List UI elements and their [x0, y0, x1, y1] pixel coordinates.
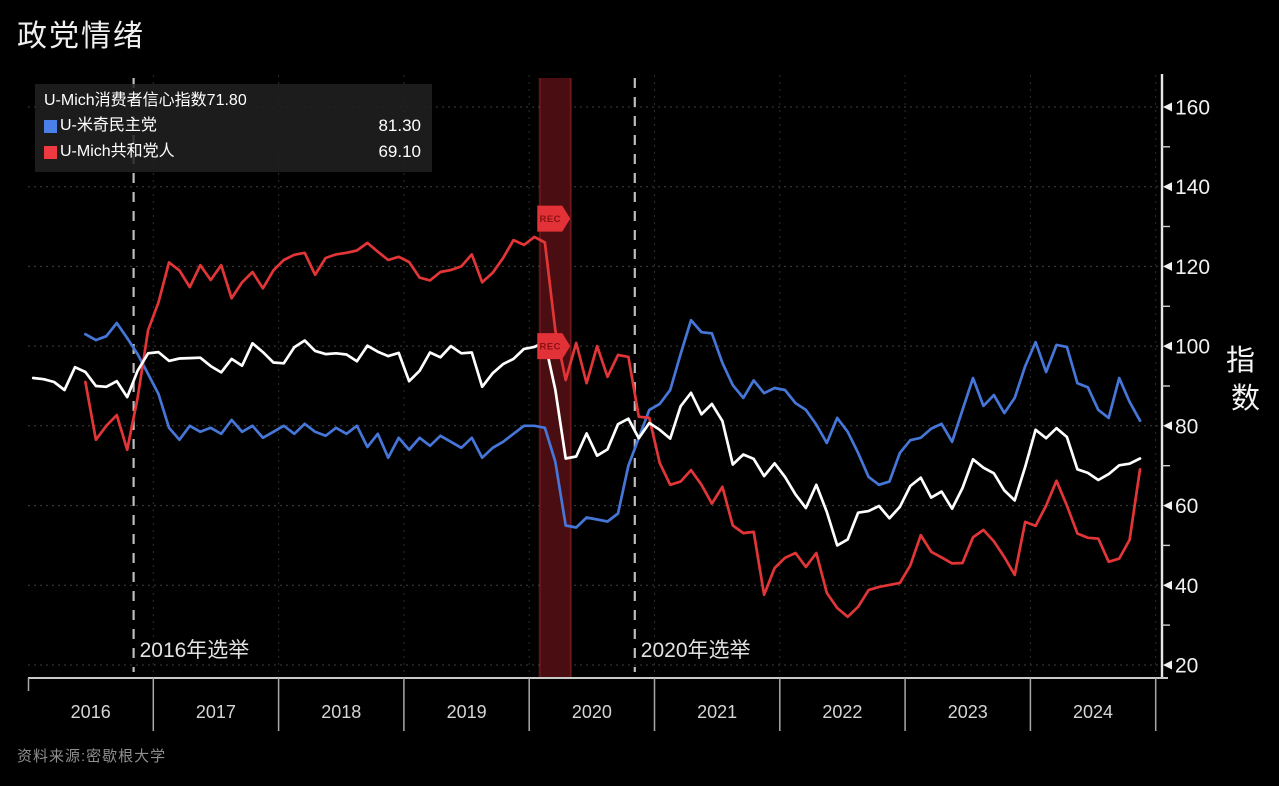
democrats-swatch-icon [44, 119, 57, 133]
legend-value-democrats: 81.30 [378, 116, 421, 135]
series-line-1 [84, 318, 1142, 529]
x-tick-label: 2018 [321, 702, 361, 722]
y-tick-label: 140 [1175, 176, 1210, 199]
legend-row-index: U-Mich消费者信心指数 71.80 [44, 89, 421, 113]
x-tick-label: 2024 [1073, 702, 1113, 722]
legend-row-democrats: U-米奇民主党 81.30 [44, 113, 421, 139]
series-line-0 [31, 339, 1142, 547]
y-tick-label: 80 [1175, 415, 1198, 438]
y-tick-label: 40 [1175, 575, 1198, 598]
x-tick-label: 2017 [196, 702, 236, 722]
rec-marker-label: REC [539, 214, 561, 225]
legend-box: U-Mich消费者信心指数 71.80 U-米奇民主党 81.30 U-Mich共… [35, 84, 432, 172]
election-label: 2016年选举 [140, 639, 250, 662]
y-tick-label: 60 [1175, 495, 1198, 518]
y-tick-arrow [1163, 580, 1172, 590]
y-tick-label: 100 [1175, 336, 1210, 359]
legend-label-democrats: U-米奇民主党 [60, 117, 157, 134]
y-tick-label: 160 [1175, 97, 1210, 120]
source-note: 资料来源:密歇根大学 [17, 748, 167, 765]
y-tick-label: 20 [1175, 655, 1198, 678]
x-tick-label: 2016 [71, 702, 111, 722]
y-tick-arrow [1163, 660, 1172, 670]
legend-label-republicans: U-Mich共和党人 [60, 143, 175, 160]
republicans-swatch-icon [44, 145, 57, 159]
y-tick-label: 120 [1175, 256, 1210, 279]
x-tick-label: 2019 [447, 702, 487, 722]
legend-row-republicans: U-Mich共和党人 69.10 [44, 139, 421, 165]
y-tick-arrow [1163, 501, 1172, 511]
rec-marker-label: REC [539, 342, 561, 353]
x-tick-label: 2023 [948, 702, 988, 722]
series-line-2 [84, 235, 1142, 619]
y-axis-title: 指 [1226, 344, 1255, 377]
y-tick-arrow [1163, 182, 1172, 192]
legend-label-index: U-Mich消费者信心指数 [44, 92, 207, 109]
y-axis-title: 数 [1231, 382, 1260, 415]
x-tick-label: 2020 [572, 702, 612, 722]
y-tick-arrow [1163, 341, 1172, 351]
legend-value-republicans: 69.10 [378, 142, 421, 161]
rec-marker-icon [537, 205, 571, 232]
y-tick-arrow [1163, 102, 1172, 112]
legend-value-index: 71.80 [206, 92, 247, 109]
y-tick-arrow [1163, 261, 1172, 271]
election-label: 2020年选举 [641, 639, 751, 662]
page-title: 政党情绪 [17, 20, 145, 53]
y-tick-arrow [1163, 421, 1172, 431]
rec-marker-icon [537, 333, 571, 360]
x-tick-label: 2021 [697, 702, 737, 722]
x-tick-label: 2022 [822, 702, 862, 722]
